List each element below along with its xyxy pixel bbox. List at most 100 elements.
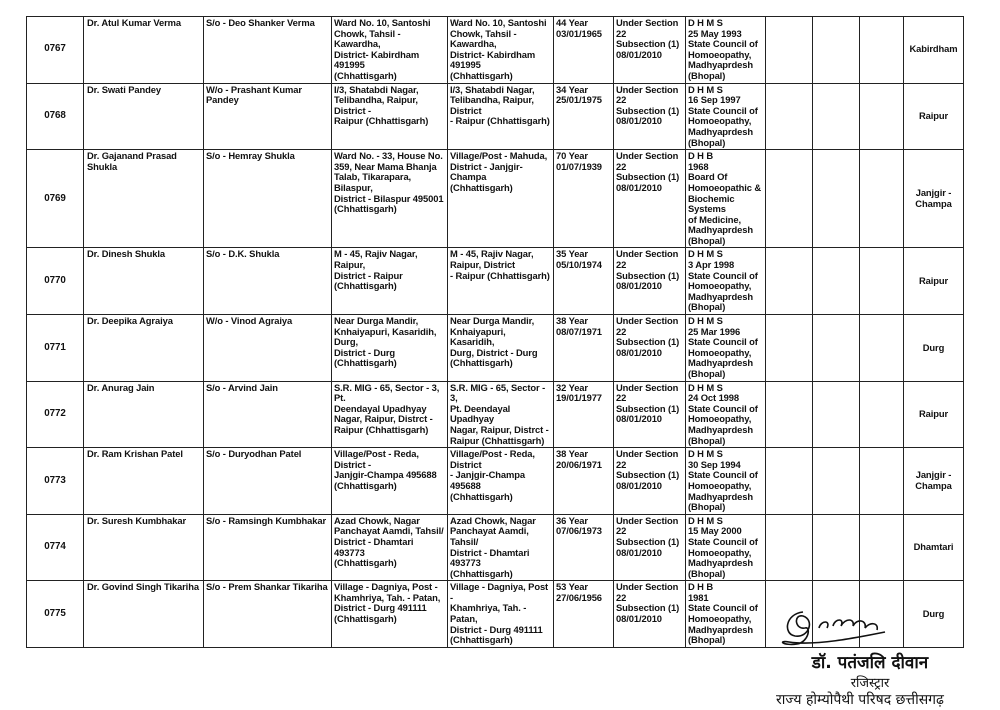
- table-row: 0774 Dr. Suresh Kumbhakar S/o - Ramsingh K…: [26, 513, 964, 582]
- blank-cell: [765, 247, 813, 316]
- doctor-name: Dr. Anurag Jain: [83, 380, 204, 449]
- doctor-name: Dr. Suresh Kumbhakar: [83, 513, 204, 582]
- permanent-address: I/3, Shatabdi Nagar, Telibandha, Raipur,…: [331, 82, 448, 151]
- correspondence-address: Village/Post - Mahuda, District - Janjgi…: [447, 149, 554, 249]
- correspondence-address: Village - Dagniya, Post - Khamhriya, Tah…: [447, 580, 554, 648]
- relation: S/o - Prem Shankar Tikariha: [203, 580, 332, 648]
- qualification: D H M S 24 Oct 1998 State Council of Hom…: [685, 380, 766, 449]
- doctor-name: Dr. Deepika Agraiya: [83, 314, 204, 382]
- blank-cell: [765, 16, 813, 84]
- age-dob: 36 Year 07/06/1973: [553, 513, 614, 582]
- district: Durg: [903, 580, 964, 648]
- doctor-name: Dr. Ram Krishan Patel: [83, 447, 204, 515]
- doctor-name: Dr. Gajanand Prasad Shukla: [83, 149, 204, 249]
- registration-section: Under Section 22 Subsection (1) 08/01/20…: [613, 513, 686, 582]
- district: Durg: [903, 314, 964, 382]
- age-dob: 38 Year 08/07/1971: [553, 314, 614, 382]
- blank-cell: [859, 380, 904, 449]
- blank-cell: [765, 447, 813, 515]
- age-dob: 70 Year 01/07/1939: [553, 149, 614, 249]
- district: Kabirdham: [903, 16, 964, 84]
- relation: S/o - Hemray Shukla: [203, 149, 332, 249]
- registration-section: Under Section 22 Subsection (1) 08/01/20…: [613, 580, 686, 648]
- age-dob: 34 Year 25/01/1975: [553, 82, 614, 151]
- blank-cell: [812, 580, 860, 648]
- correspondence-address: Village/Post - Reda, District - Janjgir-…: [447, 447, 554, 515]
- blank-cell: [765, 149, 813, 249]
- qualification: D H M S 25 Mar 1996 State Council of Hom…: [685, 314, 766, 382]
- registration-section: Under Section 22 Subsection (1) 08/01/20…: [613, 314, 686, 382]
- blank-cell: [765, 314, 813, 382]
- permanent-address: Ward No. - 33, House No. 359, Near Mama …: [331, 149, 448, 249]
- doctor-name: Dr. Govind Singh Tikariha: [83, 580, 204, 648]
- registration-number: 0771: [26, 314, 84, 382]
- table-row: 0772 Dr. Anurag Jain S/o - Arvind Jain S.R.…: [26, 380, 964, 449]
- blank-cell: [765, 513, 813, 582]
- registration-section: Under Section 22 Subsection (1) 08/01/20…: [613, 16, 686, 84]
- age-dob: 38 Year 20/06/1971: [553, 447, 614, 515]
- blank-cell: [859, 447, 904, 515]
- blank-cell: [812, 16, 860, 84]
- correspondence-address: Near Durga Mandir, Knhaiyapuri, Kasaridi…: [447, 314, 554, 382]
- blank-cell: [859, 149, 904, 249]
- relation: S/o - Deo Shanker Verma: [203, 16, 332, 84]
- blank-cell: [859, 16, 904, 84]
- qualification: D H B 1981 State Council of Homoeopathy,…: [685, 580, 766, 648]
- registration-section: Under Section 22 Subsection (1) 08/01/20…: [613, 447, 686, 515]
- correspondence-address: Ward No. 10, Santoshi Chowk, Tahsil - Ka…: [447, 16, 554, 84]
- age-dob: 53 Year 27/06/1956: [553, 580, 614, 648]
- correspondence-address: M - 45, Rajiv Nagar, Raipur, District - …: [447, 247, 554, 316]
- registration-number: 0768: [26, 82, 84, 151]
- blank-cell: [859, 513, 904, 582]
- table-row: 0770 Dr. Dinesh Shukla S/o - D.K. Shukla M …: [26, 247, 964, 316]
- table-row: 0767 Dr. Atul Kumar Verma S/o - Deo Shanke…: [26, 16, 964, 84]
- relation: S/o - Arvind Jain: [203, 380, 332, 449]
- doctor-name: Dr. Dinesh Shukla: [83, 247, 204, 316]
- correspondence-address: I/3, Shatabdi Nagar, Telibandha, Raipur,…: [447, 82, 554, 151]
- signatory-organization: राज्य होम्योपैथी परिषद छत्तीसगढ़: [776, 692, 944, 708]
- relation: W/o - Prashant Kumar Pandey: [203, 82, 332, 151]
- qualification: D H M S 30 Sep 1994 State Council of Hom…: [685, 447, 766, 515]
- table-row: 0773 Dr. Ram Krishan Patel S/o - Duryodhan…: [26, 447, 964, 515]
- district: Raipur: [903, 380, 964, 449]
- blank-cell: [859, 314, 904, 382]
- permanent-address: M - 45, Rajiv Nagar, Raipur, District - …: [331, 247, 448, 316]
- doctor-name: Dr. Swati Pandey: [83, 82, 204, 151]
- registration-section: Under Section 22 Subsection (1) 08/01/20…: [613, 149, 686, 249]
- relation: S/o - Ramsingh Kumbhakar: [203, 513, 332, 582]
- blank-cell: [812, 513, 860, 582]
- blank-cell: [765, 82, 813, 151]
- permanent-address: Village - Dagniya, Post - Khamhriya, Tah…: [331, 580, 448, 648]
- blank-cell: [859, 82, 904, 151]
- district: Dhamtari: [903, 513, 964, 582]
- relation: W/o - Vinod Agraiya: [203, 314, 332, 382]
- registration-number: 0775: [26, 580, 84, 648]
- permanent-address: Near Durga Mandir, Knhaiyapuri, Kasaridi…: [331, 314, 448, 382]
- registration-number: 0770: [26, 247, 84, 316]
- registration-number: 0774: [26, 513, 84, 582]
- blank-cell: [812, 447, 860, 515]
- district: Raipur: [903, 82, 964, 151]
- qualification: D H M S 15 May 2000 State Council of Hom…: [685, 513, 766, 582]
- blank-cell: [812, 314, 860, 382]
- qualification: D H M S 16 Sep 1997 State Council of Hom…: [685, 82, 766, 151]
- registration-number: 0772: [26, 380, 84, 449]
- blank-cell: [812, 380, 860, 449]
- blank-cell: [812, 149, 860, 249]
- registration-section: Under Section 22 Subsection (1) 08/01/20…: [613, 380, 686, 449]
- registration-number: 0769: [26, 149, 84, 249]
- relation: S/o - Duryodhan Patel: [203, 447, 332, 515]
- blank-cell: [812, 247, 860, 316]
- correspondence-address: Azad Chowk, Nagar Panchayat Aamdi, Tahsi…: [447, 513, 554, 582]
- registration-section: Under Section 22 Subsection (1) 08/01/20…: [613, 82, 686, 151]
- registration-table: 0767 Dr. Atul Kumar Verma S/o - Deo Shanke…: [26, 16, 964, 648]
- registration-number: 0767: [26, 16, 84, 84]
- blank-cell: [765, 580, 813, 648]
- correspondence-address: S.R. MIG - 65, Sector - 3, Pt. Deendayal…: [447, 380, 554, 449]
- permanent-address: Village/Post - Reda, District - Janjgir-…: [331, 447, 448, 515]
- qualification: D H M S 25 May 1993 State Council of Hom…: [685, 16, 766, 84]
- qualification: D H M S 3 Apr 1998 State Council of Homo…: [685, 247, 766, 316]
- blank-cell: [812, 82, 860, 151]
- district: Raipur: [903, 247, 964, 316]
- district: Janjgir - Champa: [903, 447, 964, 515]
